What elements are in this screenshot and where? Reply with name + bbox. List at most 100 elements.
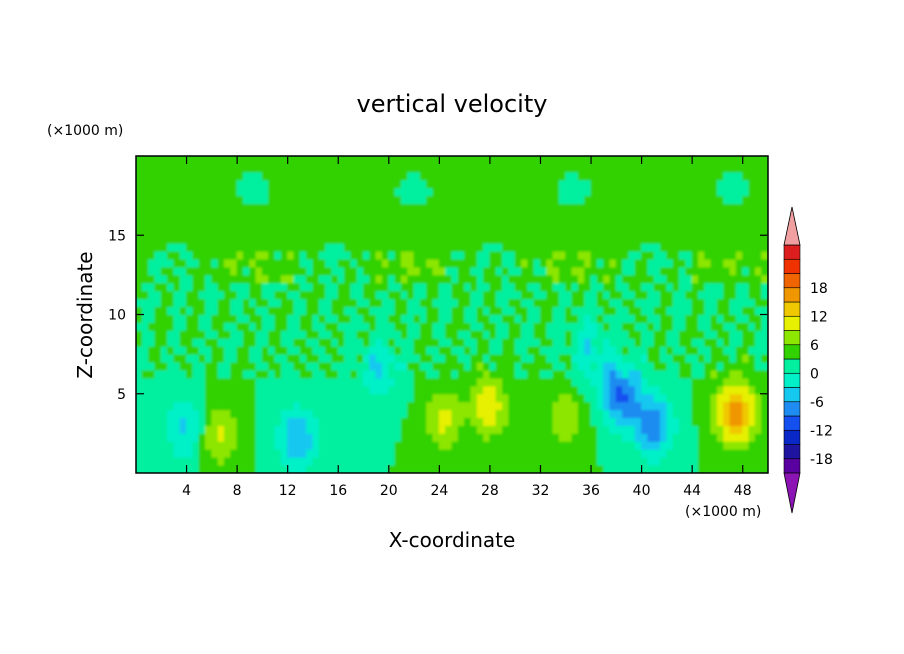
heatmap-cell bbox=[584, 156, 592, 165]
heatmap-cell bbox=[697, 424, 706, 434]
heatmap-cell bbox=[198, 226, 207, 236]
heatmap-cell bbox=[381, 393, 390, 403]
heatmap-cell bbox=[438, 266, 447, 276]
heatmap-cell bbox=[299, 163, 308, 173]
heatmap-cell bbox=[521, 274, 529, 284]
heatmap-cell bbox=[148, 417, 156, 426]
heatmap-cell bbox=[584, 417, 592, 426]
heatmap-cell bbox=[413, 448, 421, 458]
heatmap-cell bbox=[299, 393, 308, 403]
heatmap-cell bbox=[476, 226, 485, 236]
heatmap-cell bbox=[369, 218, 377, 228]
heatmap-cell bbox=[344, 242, 352, 252]
heatmap-cell bbox=[742, 345, 750, 355]
heatmap-cell bbox=[704, 456, 712, 466]
heatmap-cell bbox=[647, 385, 655, 395]
heatmap-cell bbox=[426, 361, 434, 371]
heatmap-cell bbox=[521, 163, 529, 173]
heatmap-cell bbox=[539, 156, 548, 165]
heatmap-cell bbox=[660, 314, 668, 323]
heatmap-cell bbox=[394, 369, 402, 379]
heatmap-cell bbox=[344, 290, 352, 300]
heatmap-cell bbox=[603, 163, 611, 173]
heatmap-cell bbox=[388, 417, 396, 426]
heatmap-cell bbox=[716, 187, 725, 197]
heatmap-cell bbox=[464, 195, 472, 205]
heatmap-cell bbox=[369, 361, 377, 371]
heatmap-cell bbox=[141, 353, 150, 363]
heatmap-cell bbox=[236, 314, 244, 323]
heatmap-cell bbox=[173, 234, 181, 244]
heatmap-cell bbox=[672, 448, 681, 458]
heatmap-cell bbox=[495, 448, 504, 458]
heatmap-cell bbox=[160, 448, 169, 458]
heatmap-cell bbox=[306, 417, 314, 426]
heatmap-cell bbox=[325, 210, 333, 220]
heatmap-cell bbox=[577, 369, 586, 379]
heatmap-cell bbox=[350, 234, 358, 244]
heatmap-cell bbox=[476, 361, 485, 371]
heatmap-cell bbox=[337, 218, 346, 228]
heatmap-cell bbox=[438, 353, 447, 363]
heatmap-cell bbox=[388, 218, 396, 228]
heatmap-cell bbox=[344, 417, 352, 426]
heatmap-cell bbox=[489, 432, 497, 442]
heatmap-cell bbox=[502, 306, 510, 315]
heatmap-cell bbox=[622, 226, 630, 236]
heatmap-cell bbox=[230, 242, 238, 252]
heatmap-cell bbox=[136, 266, 143, 276]
heatmap-cell bbox=[205, 163, 213, 173]
heatmap-cell bbox=[754, 321, 763, 331]
heatmap-cell bbox=[451, 329, 459, 339]
heatmap-cell bbox=[666, 179, 674, 189]
heatmap-cell bbox=[331, 290, 339, 300]
heatmap-cell bbox=[217, 377, 225, 387]
heatmap-cell bbox=[299, 385, 308, 395]
heatmap-cell bbox=[691, 432, 699, 442]
heatmap-cell bbox=[590, 440, 598, 450]
heatmap-cell bbox=[236, 226, 244, 236]
heatmap-cell bbox=[242, 464, 251, 473]
heatmap-cell bbox=[306, 187, 314, 197]
heatmap-cell bbox=[350, 210, 358, 220]
heatmap-cell bbox=[723, 353, 731, 363]
heatmap-cell bbox=[729, 242, 737, 252]
heatmap-cell bbox=[337, 298, 346, 308]
heatmap-cell bbox=[609, 314, 617, 323]
heatmap-cell bbox=[268, 345, 276, 355]
heatmap-cell bbox=[565, 258, 573, 268]
heatmap-cell bbox=[565, 377, 573, 387]
heatmap-cell bbox=[148, 282, 156, 292]
heatmap-cell bbox=[647, 298, 655, 308]
heatmap-cell bbox=[280, 361, 289, 371]
heatmap-cell bbox=[261, 369, 270, 379]
heatmap-cell bbox=[565, 329, 573, 339]
heatmap-cell bbox=[577, 401, 586, 411]
heatmap-cell bbox=[312, 306, 320, 315]
heatmap-cell bbox=[571, 377, 579, 387]
heatmap-cell bbox=[369, 440, 377, 450]
heatmap-cell bbox=[476, 329, 485, 339]
heatmap-cell bbox=[318, 361, 327, 371]
heatmap-cell bbox=[697, 448, 706, 458]
heatmap-cell bbox=[217, 393, 225, 403]
heatmap-cell bbox=[679, 242, 687, 252]
heatmap-cell bbox=[514, 329, 523, 339]
heatmap-cell bbox=[634, 353, 643, 363]
heatmap-cell bbox=[179, 432, 188, 442]
heatmap-cell bbox=[205, 417, 213, 426]
heatmap-cell bbox=[641, 440, 649, 450]
heatmap-cell bbox=[495, 329, 504, 339]
heatmap-cell bbox=[242, 250, 251, 260]
heatmap-cell bbox=[502, 401, 510, 411]
heatmap-cell bbox=[622, 361, 630, 371]
heatmap-cell bbox=[596, 393, 605, 403]
heatmap-cell bbox=[634, 290, 643, 300]
heatmap-cell bbox=[514, 448, 523, 458]
heatmap-cell bbox=[577, 337, 586, 347]
heatmap-cell bbox=[230, 361, 238, 371]
heatmap-cell bbox=[754, 282, 763, 292]
heatmap-cell bbox=[445, 424, 453, 434]
heatmap-cell bbox=[419, 464, 428, 473]
heatmap-cell bbox=[179, 203, 188, 212]
